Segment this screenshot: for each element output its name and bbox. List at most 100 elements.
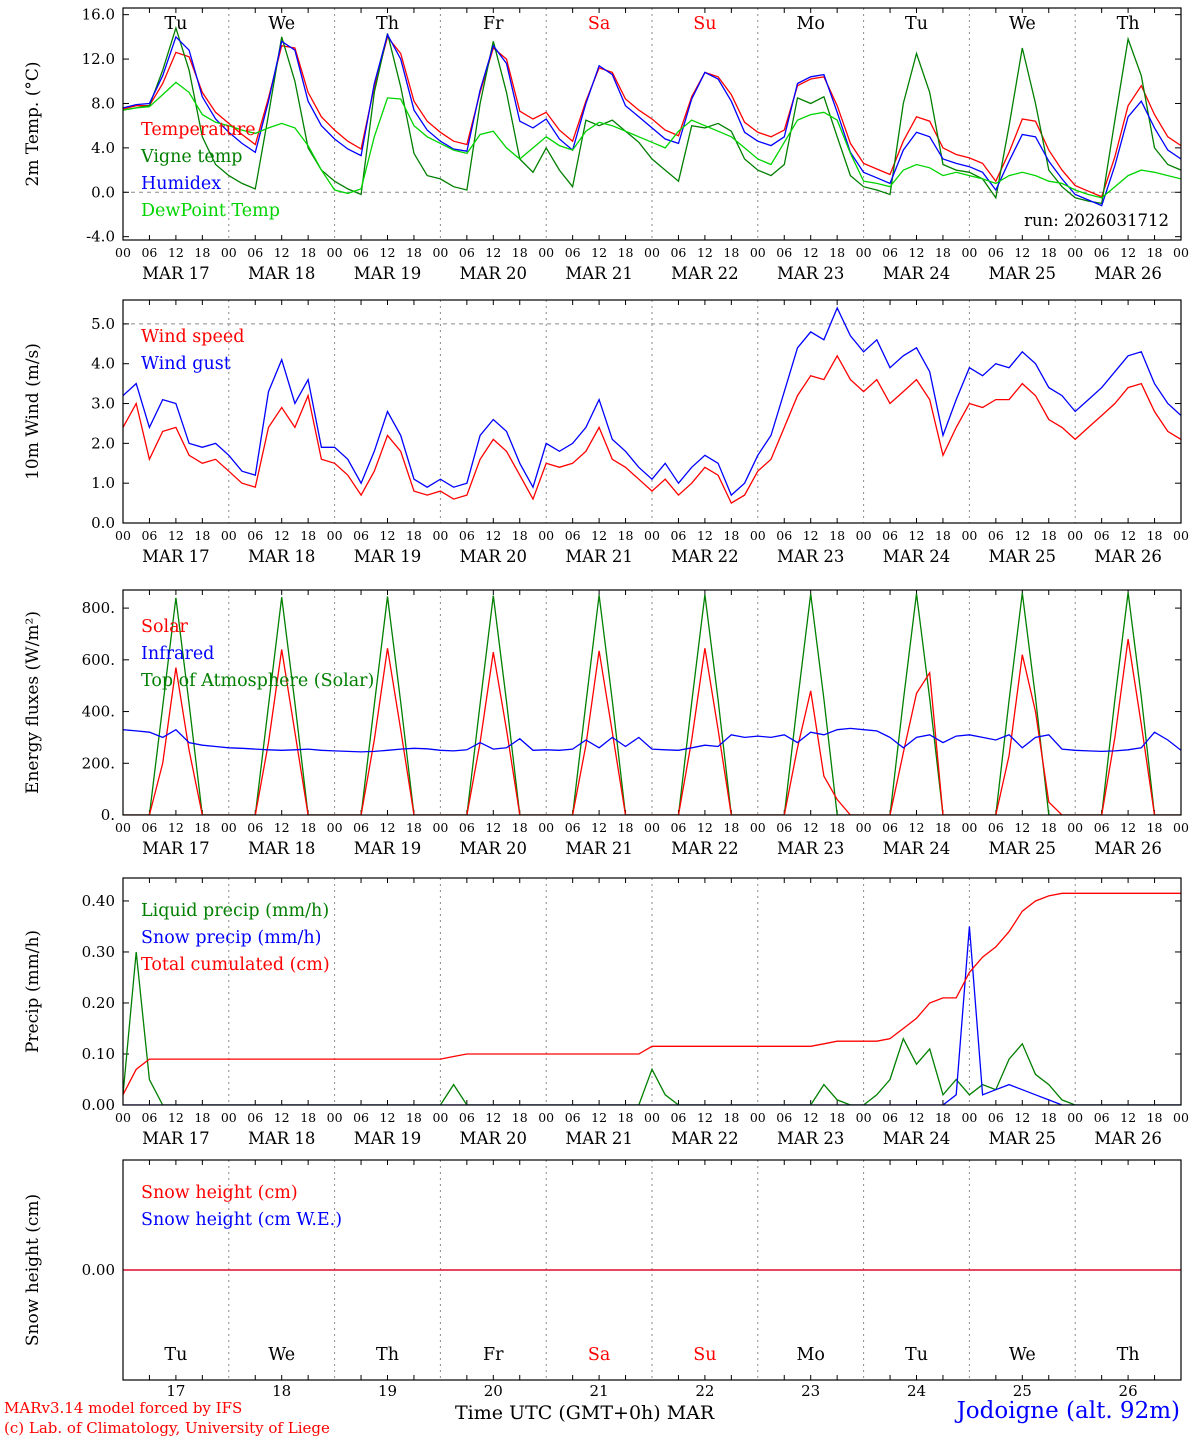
x-day-label: MAR 22: [671, 1129, 738, 1148]
x-hour-label: 12: [591, 245, 607, 260]
x-hour-label: 06: [776, 820, 792, 835]
x-hour-label: 18: [935, 245, 951, 260]
y-tick-label: 8.0: [91, 94, 115, 112]
x-hour-label: 12: [274, 528, 290, 543]
x-hour-label: 18: [512, 245, 528, 260]
x-day-label: MAR 20: [460, 839, 527, 858]
x-day-label: MAR 25: [989, 547, 1056, 566]
x-hour-label: 06: [565, 245, 581, 260]
series-temperature: [123, 35, 1181, 198]
x-hour-label: 18: [1147, 820, 1163, 835]
weekday-label: Th: [1117, 1345, 1140, 1365]
x-hour-label: 06: [247, 1110, 263, 1125]
x-hour-label: 00: [1173, 1110, 1189, 1125]
y-axis-title-snow-height: Snow height (cm): [23, 1194, 43, 1346]
time-axis-caption: Time UTC (GMT+0h) MAR: [455, 1402, 714, 1424]
x-hour-label: 00: [115, 528, 131, 543]
legend-humidex: Humidex: [141, 174, 221, 194]
series-dewpoint-temp: [123, 81, 1181, 199]
x-hour-label: 18: [618, 528, 634, 543]
legend-liquid-precip-mm-h: Liquid precip (mm/h): [141, 901, 329, 921]
x-daynumber-label: 21: [590, 1382, 609, 1400]
weekday-label: Tu: [164, 14, 187, 34]
x-daynumber-label: 20: [484, 1382, 503, 1400]
x-hour-label: 18: [935, 1110, 951, 1125]
y-tick-label: 2.0: [91, 434, 115, 452]
weekday-label: Th: [376, 14, 399, 34]
x-hour-label: 12: [803, 1110, 819, 1125]
x-hour-label: 18: [829, 820, 845, 835]
legend-snow-precip-mm-h: Snow precip (mm/h): [141, 928, 321, 948]
x-hour-label: 00: [221, 528, 237, 543]
x-hour-label: 00: [856, 820, 872, 835]
model-credit-line1: MARv3.14 model forced by IFS: [4, 1399, 243, 1417]
x-hour-label: 00: [1173, 245, 1189, 260]
panel-border: [122, 877, 1182, 1106]
x-hour-label: 18: [194, 820, 210, 835]
x-day-label: MAR 17: [142, 1129, 209, 1148]
y-tick-label: 0.00: [82, 1096, 115, 1114]
x-daynumber-label: 18: [272, 1382, 291, 1400]
x-day-label: MAR 25: [989, 839, 1056, 858]
legend-snow-height-cm: Snow height (cm): [141, 1183, 298, 1203]
x-day-label: MAR 21: [565, 1129, 632, 1148]
x-hour-label: 12: [1120, 1110, 1136, 1125]
x-hour-label: 00: [1173, 820, 1189, 835]
x-hour-label: 12: [909, 820, 925, 835]
model-credit-line2: (c) Lab. of Climatology, University of L…: [4, 1419, 330, 1437]
x-hour-label: 18: [723, 1110, 739, 1125]
x-hour-label: 18: [512, 528, 528, 543]
x-hour-label: 06: [141, 245, 157, 260]
x-hour-label: 00: [644, 245, 660, 260]
x-hour-label: 06: [565, 820, 581, 835]
x-hour-label: 12: [697, 820, 713, 835]
x-day-label: MAR 26: [1094, 264, 1161, 283]
x-hour-label: 06: [988, 245, 1004, 260]
x-hour-label: 06: [776, 1110, 792, 1125]
x-hour-label: 06: [565, 1110, 581, 1125]
x-hour-label: 18: [618, 1110, 634, 1125]
x-day-label: MAR 18: [248, 547, 315, 566]
time-utc-label: Time UTC (GMT+0h): [455, 1402, 661, 1424]
x-hour-label: 12: [697, 1110, 713, 1125]
x-hour-label: 06: [670, 528, 686, 543]
x-hour-label: 18: [723, 245, 739, 260]
x-hour-label: 00: [961, 1110, 977, 1125]
x-daynumber-label: 26: [1119, 1382, 1138, 1400]
y-tick-label: 12.0: [82, 50, 115, 68]
x-hour-label: 06: [141, 528, 157, 543]
x-hour-label: 12: [380, 528, 396, 543]
x-hour-label: 18: [512, 820, 528, 835]
y-tick-label: 0.30: [82, 943, 115, 961]
x-hour-label: 00: [221, 1110, 237, 1125]
x-hour-label: 18: [300, 528, 316, 543]
x-hour-label: 00: [1067, 1110, 1083, 1125]
y-tick-label: 1.0: [91, 474, 115, 492]
x-daynumber-label: 22: [695, 1382, 714, 1400]
series-top-of-atmosphere-solar: [123, 592, 1181, 815]
x-hour-label: 06: [141, 820, 157, 835]
y-tick-label: 3.0: [91, 395, 115, 413]
series-wind-speed: [123, 354, 1181, 505]
x-hour-label: 06: [141, 1110, 157, 1125]
panel-border: [122, 1159, 1182, 1381]
x-hour-label: 00: [432, 245, 448, 260]
x-hour-label: 18: [829, 528, 845, 543]
x-hour-label: 00: [221, 245, 237, 260]
legend-dewpoint-temp: DewPoint Temp: [141, 201, 280, 221]
panel-wind: 5.0 4.0 3.0 2.0 1.0 0.0 10m Wind (m/s) Wind spe…: [23, 299, 1189, 566]
x-hour-label: 06: [565, 528, 581, 543]
series-total-cumulated-cm: [123, 892, 1181, 1096]
y-tick-label: 600.: [82, 651, 115, 669]
series-humidex: [123, 32, 1181, 207]
x-day-label: MAR 18: [248, 839, 315, 858]
x-hour-label: 12: [697, 528, 713, 543]
x-hour-label: 00: [538, 820, 554, 835]
series-infrared: [123, 727, 1181, 753]
x-hour-label: 12: [168, 820, 184, 835]
x-hour-label: 12: [274, 1110, 290, 1125]
panel-precip: 0.40 0.30 0.20 0.10 0.00 Precip (mm/h) Liquid …: [23, 877, 1189, 1148]
x-hour-label: 06: [988, 528, 1004, 543]
